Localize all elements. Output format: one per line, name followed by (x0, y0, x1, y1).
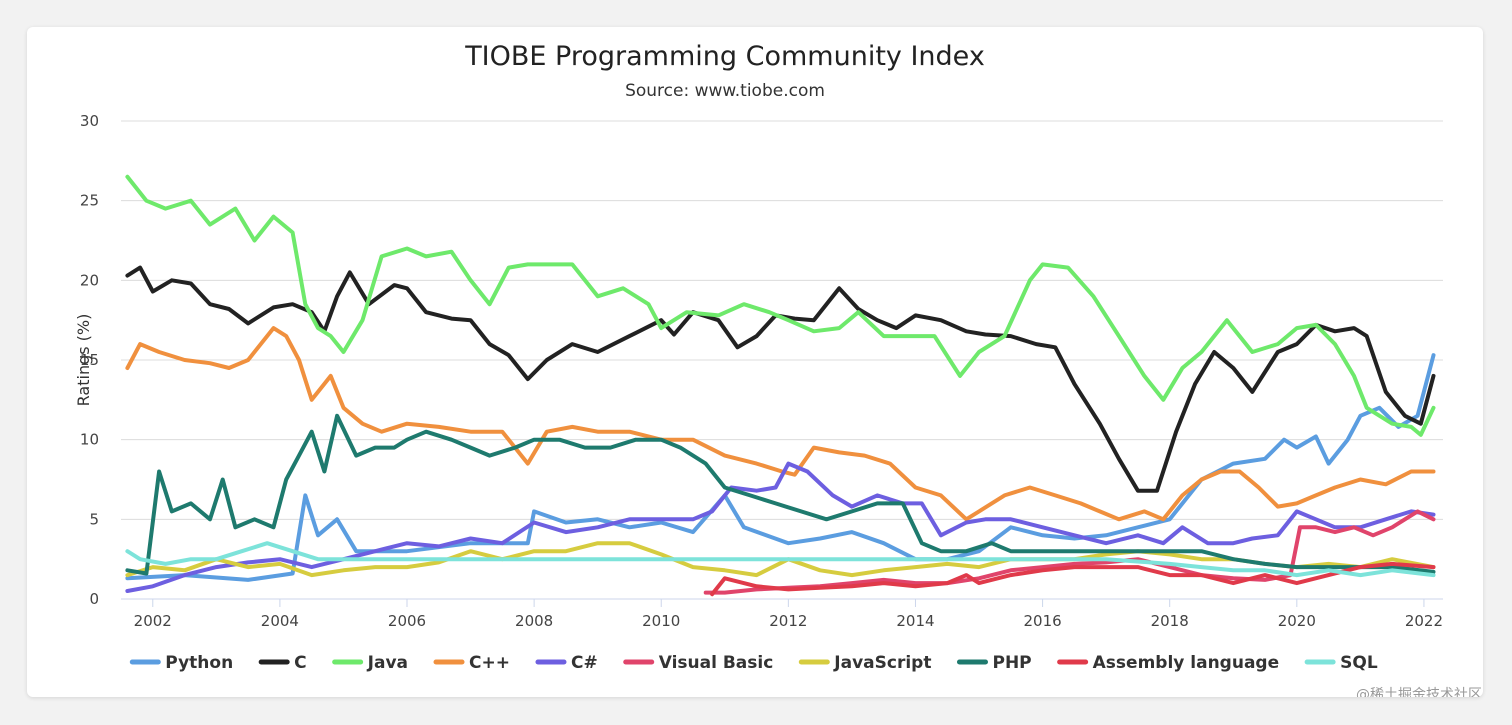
series-line-assembly-language (710, 561, 1436, 597)
x-tick-label: 2002 (134, 612, 172, 630)
legend-label: C (294, 653, 306, 673)
legend-item-python[interactable]: Python (129, 653, 233, 673)
y-tick-label: 20 (80, 271, 99, 289)
chart-title: TIOBE Programming Community Index (464, 41, 985, 72)
series-line-javascript (125, 541, 1436, 578)
legend-label: Visual Basic (659, 653, 774, 673)
legend-item-assembly-language[interactable]: Assembly language (1057, 653, 1279, 673)
legend-label: PHP (992, 653, 1031, 673)
x-tick-label: 2006 (388, 612, 426, 630)
x-tick-label: 2012 (769, 612, 807, 630)
y-axis-title: Ratings (%) (74, 314, 93, 407)
legend[interactable]: Python C Java C++ C# Visual Basic JavaScript PH… (129, 653, 1378, 673)
legend-item-visual-basic[interactable]: Visual Basic (623, 653, 774, 673)
y-tick-label: 0 (89, 590, 99, 608)
x-tick-label: 2022 (1405, 612, 1443, 630)
legend-label: JavaScript (833, 653, 931, 673)
gridlines (121, 120, 1443, 600)
legend-label: SQL (1340, 653, 1378, 673)
x-tick-label: 2016 (1023, 612, 1061, 630)
y-tick-label: 5 (89, 510, 99, 528)
legend-item-java[interactable]: Java (332, 653, 408, 673)
series-line-c (125, 265, 1436, 493)
chart: TIOBE Programming Community Index Source… (74, 41, 1482, 697)
legend-item-c-[interactable]: C# (535, 653, 598, 673)
series-line-java (125, 174, 1436, 437)
series-line-php (125, 413, 1436, 576)
legend-label: Assembly language (1093, 653, 1279, 673)
legend-item-c-[interactable]: C++ (433, 653, 510, 673)
legend-item-c[interactable]: C (258, 653, 307, 673)
x-tick-label: 2018 (1151, 612, 1189, 630)
legend-item-javascript[interactable]: JavaScript (798, 653, 931, 673)
legend-label: C++ (469, 653, 510, 673)
legend-label: Java (367, 653, 408, 673)
chart-subtitle: Source: www.tiobe.com (625, 81, 825, 101)
legend-label: C# (571, 653, 598, 673)
x-tick-label: 2020 (1278, 612, 1316, 630)
y-tick-label: 30 (80, 112, 99, 130)
x-tick-label: 2008 (515, 612, 553, 630)
x-tick-label: 2010 (642, 612, 680, 630)
watermark: @稀土掘金技术社区 (1356, 687, 1482, 697)
y-axis-ticks: 0 5 10 15 20 25 30 (80, 112, 99, 608)
series-line-c- (125, 461, 1436, 593)
series-lines (125, 174, 1436, 597)
x-tick-label: 2014 (896, 612, 934, 630)
series-line-sql (125, 541, 1436, 578)
y-tick-label: 15 (80, 351, 99, 369)
legend-item-sql[interactable]: SQL (1304, 653, 1378, 673)
chart-card: TIOBE Programming Community Index Source… (27, 27, 1483, 697)
x-axis-ticks: 2002 2004 2006 2008 2010 2012 2014 2016 2018 2020… (121, 598, 1443, 630)
y-tick-label: 25 (80, 192, 99, 210)
y-tick-label: 10 (80, 431, 99, 449)
series-line-c- (125, 326, 1436, 522)
legend-label: Python (165, 653, 233, 673)
legend-item-php[interactable]: PHP (956, 653, 1032, 673)
x-tick-label: 2004 (261, 612, 299, 630)
